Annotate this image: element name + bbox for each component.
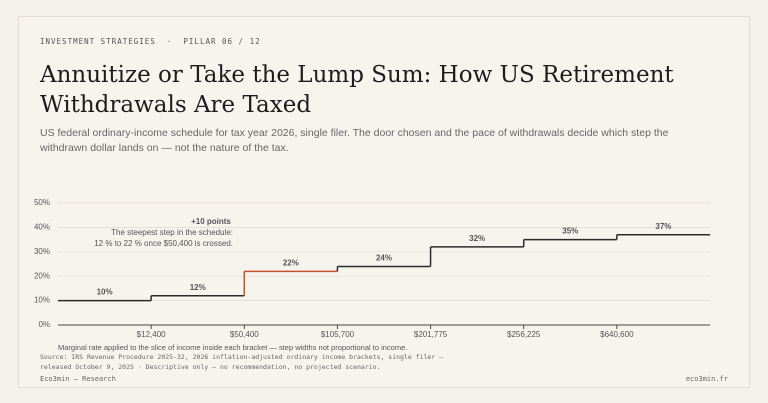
value-label: 22% (283, 258, 299, 267)
source: Source: IRS Revenue Procedure 2025-32, 2… (40, 353, 444, 361)
value-label: 12% (190, 283, 206, 292)
x-tick-label: $50,400 (230, 330, 259, 339)
x-tick-label: $12,400 (137, 330, 166, 339)
value-label: 24% (376, 254, 392, 263)
kicker-section: INVESTMENT STRATEGIES (40, 37, 156, 46)
card (18, 16, 750, 388)
value-label: 32% (469, 234, 485, 243)
x-tick-label: $256,225 (507, 330, 541, 339)
y-tick-label: 10% (34, 296, 50, 305)
footnote: Marginal rate applied to the slice of in… (58, 343, 408, 352)
annotation-text: 12 % to 22 % once $50,400 is crossed. (94, 239, 233, 248)
title: Annuitize or Take the Lump Sum: How US R… (40, 62, 674, 118)
value-label: 37% (655, 222, 671, 231)
y-tick-label: 20% (34, 271, 50, 280)
value-label: 35% (562, 227, 578, 236)
footer-left: Eco3min — Research (40, 375, 116, 383)
y-tick-label: 30% (34, 247, 50, 256)
kicker: INVESTMENT STRATEGIES · PILLAR 06 / 12 (40, 37, 261, 46)
kicker-pillar: PILLAR 06 / 12 (183, 37, 261, 46)
footer-right: eco3min.fr (685, 375, 728, 383)
x-tick-label: $201,775 (414, 330, 448, 339)
source: released October 9, 2025 · Descriptive o… (40, 363, 381, 371)
annotation-text: The steepest step in the schedule: (111, 228, 233, 237)
subtitle: US federal ordinary-income schedule for … (40, 127, 669, 154)
y-tick-label: 50% (34, 198, 50, 207)
x-tick-label: $640,600 (600, 330, 634, 339)
annotation-title: +10 points (191, 217, 231, 226)
x-tick-label: $105,700 (321, 330, 355, 339)
y-tick-label: 0% (38, 320, 50, 329)
y-tick-label: 40% (34, 223, 50, 232)
value-label: 10% (97, 288, 113, 297)
